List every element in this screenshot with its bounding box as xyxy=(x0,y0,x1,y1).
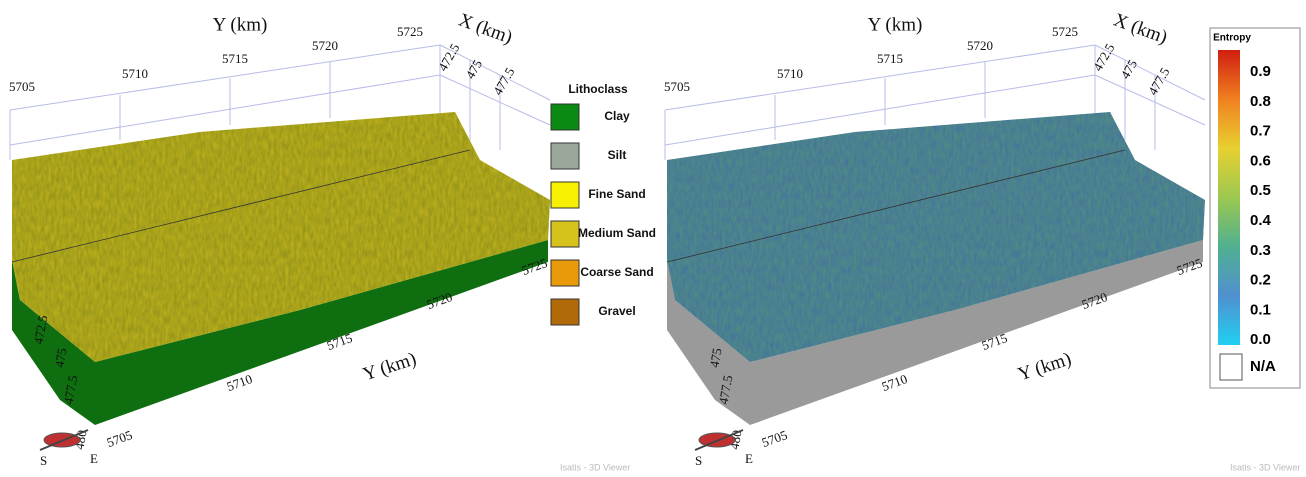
na-label: N/A xyxy=(1250,358,1276,375)
tick-label: 5725 xyxy=(1052,24,1078,39)
watermark: Isatis - 3D Viewer xyxy=(560,462,630,472)
axis-label: X (km) xyxy=(456,10,515,49)
wireframe-line xyxy=(664,44,1096,111)
tick-label: 5720 xyxy=(967,38,993,53)
tick-label: 472.5 xyxy=(435,41,463,74)
tick-label: 5705 xyxy=(9,79,35,94)
legend-title: Lithoclass xyxy=(568,82,628,96)
tick-label: 472.5 xyxy=(1090,41,1118,74)
block-front xyxy=(750,240,1203,425)
wireframe-line xyxy=(439,74,551,126)
legend-label: Silt xyxy=(608,148,627,162)
legend-swatch xyxy=(550,259,580,287)
tick-label: 477.5 xyxy=(716,374,736,405)
tick-label: 5710 xyxy=(777,66,803,81)
block-side xyxy=(12,260,95,425)
legend-swatch xyxy=(550,181,580,209)
colorbar-tick: 0.3 xyxy=(1250,242,1271,259)
tick-label: 5705 xyxy=(664,79,690,94)
colorbar-tick: 0.4 xyxy=(1250,212,1272,229)
wireframe-line xyxy=(666,149,1126,263)
tick-label: 5715 xyxy=(877,51,903,66)
legend-label: Fine Sand xyxy=(588,187,645,201)
surface-texture xyxy=(667,112,1205,362)
legend-label: Coarse Sand xyxy=(580,265,653,279)
tick-label: 5705 xyxy=(105,427,135,450)
colorbar-tick: 0.2 xyxy=(1250,272,1271,289)
colorbar-tick: 0.5 xyxy=(1250,182,1271,199)
legend-label: Gravel xyxy=(598,304,635,318)
block-side xyxy=(667,260,750,425)
tick-label: 475 xyxy=(51,347,69,369)
colorbar-tick: 0.0 xyxy=(1250,331,1271,348)
wireframe-line xyxy=(664,74,1096,146)
compass-label: E xyxy=(90,451,98,466)
panel: Y (km) X (km) Y (km) 5705 5710 5715 5720 5725 47… xyxy=(664,10,1300,473)
surface-texture xyxy=(12,112,550,362)
colorbar-tick: 0.1 xyxy=(1250,301,1271,318)
tick-label: 475 xyxy=(1117,57,1140,81)
tick-label: 472.5 xyxy=(31,314,51,345)
colorbar-tick: 0.6 xyxy=(1250,152,1271,169)
legend-swatch xyxy=(550,142,580,170)
legend-label: Clay xyxy=(604,109,630,123)
na-swatch xyxy=(1219,353,1243,381)
wireframe-line xyxy=(439,44,551,101)
tick-label: 5710 xyxy=(122,66,148,81)
tick-label: 5715 xyxy=(222,51,248,66)
block-front xyxy=(95,240,548,425)
legend-swatch xyxy=(550,103,580,131)
tick-label: 5720 xyxy=(312,38,338,53)
tick-label: 475 xyxy=(706,347,724,369)
wireframe-line xyxy=(11,149,471,263)
legend-swatch xyxy=(550,298,580,326)
colorbar-tick: 0.7 xyxy=(1250,123,1271,140)
axis-label: Y (km) xyxy=(1015,348,1074,385)
axis-label: Y (km) xyxy=(213,14,268,35)
compass-label: S xyxy=(40,453,47,468)
tick-label: 5725 xyxy=(397,24,423,39)
compass-needle xyxy=(39,429,89,451)
axis-label: Y (km) xyxy=(360,348,419,385)
colorbar-tick: 0.9 xyxy=(1250,63,1271,80)
legend-label: Medium Sand xyxy=(578,226,656,240)
tick-label: 477.5 xyxy=(61,374,81,405)
wireframe-line xyxy=(1094,44,1206,101)
compass-label: E xyxy=(745,451,753,466)
wireframe-line xyxy=(1094,74,1206,126)
colorbar-tick: 0.8 xyxy=(1250,93,1271,110)
panel: Y (km) X (km) Y (km) 5705 5710 5715 5720 5725 47… xyxy=(9,10,630,473)
compass-label: S xyxy=(695,453,702,468)
wireframe-line xyxy=(9,74,441,146)
tick-label: 475 xyxy=(462,57,485,81)
legend-swatch xyxy=(550,220,580,248)
tick-label: 5705 xyxy=(760,427,790,450)
colorbar xyxy=(1218,50,1240,345)
watermark: Isatis - 3D Viewer xyxy=(1230,462,1300,472)
axis-label: Y (km) xyxy=(868,14,923,35)
wireframe-line xyxy=(9,44,441,111)
colorbar-title: Entropy xyxy=(1213,33,1251,44)
compass-needle xyxy=(694,429,744,451)
axis-label: X (km) xyxy=(1111,10,1170,49)
